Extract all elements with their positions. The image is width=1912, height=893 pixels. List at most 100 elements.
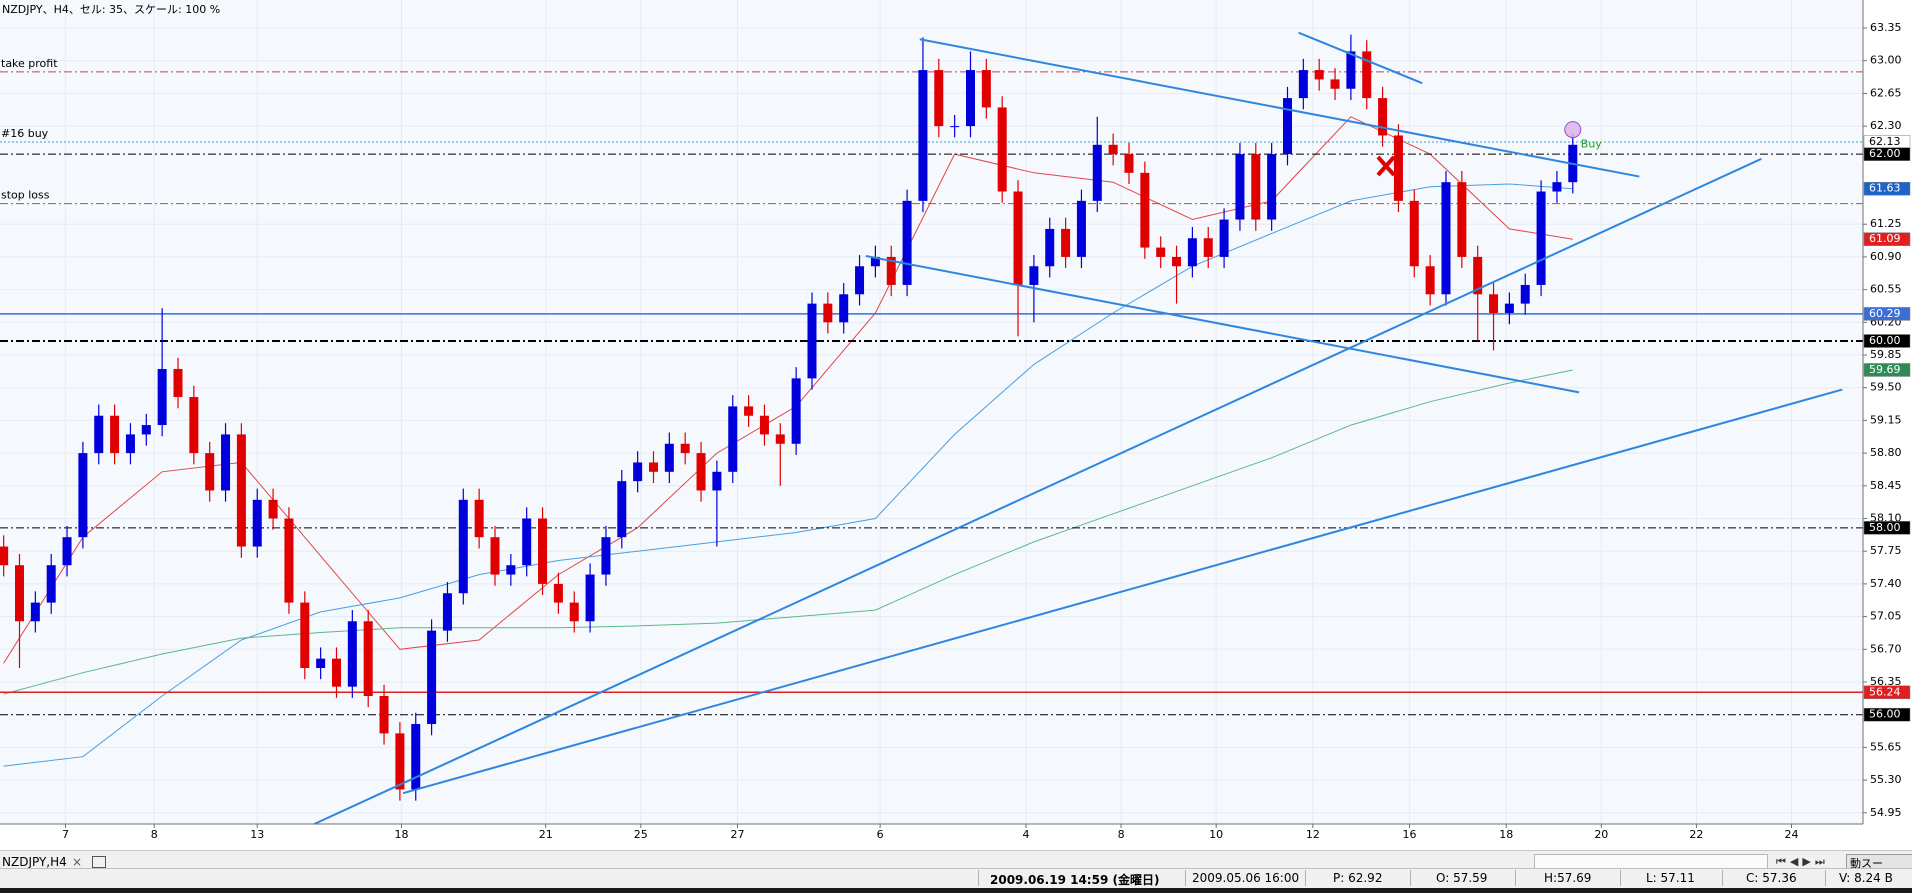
candle-body — [221, 434, 231, 491]
trendline — [865, 254, 1580, 394]
status-price: P: 62.92 — [1333, 871, 1383, 885]
candle-body — [759, 415, 769, 435]
x-tick-label: 13 — [250, 828, 264, 841]
candle-body — [1536, 191, 1546, 285]
autoscroll-button[interactable]: 動スー — [1846, 854, 1912, 871]
x-tick-label: 18 — [1499, 828, 1513, 841]
candle-body — [965, 70, 975, 127]
moving-average — [3, 183, 1573, 767]
candle-body — [918, 70, 928, 201]
close-marker — [1376, 155, 1396, 177]
x-tick-label: 7 — [62, 828, 69, 841]
chart: take profit #16 buy stop loss Buy NZDJPY、H4… — [0, 0, 1912, 850]
y-tick-label: 61.25 — [1870, 217, 1902, 230]
x-tick-label: 22 — [1689, 828, 1703, 841]
candle-body — [1298, 70, 1308, 99]
price-marker — [1863, 707, 1911, 722]
candle-body — [252, 499, 262, 547]
candle-body — [0, 546, 9, 566]
tab-icon[interactable] — [92, 856, 106, 868]
price-marker-label: 60.29 — [1869, 307, 1901, 320]
candle-body — [1187, 238, 1197, 267]
price-marker-label: 56.24 — [1869, 685, 1901, 698]
candle-body — [395, 733, 405, 790]
status-cursor-time: 2009.05.06 16:00 — [1192, 871, 1300, 885]
candle-body — [1552, 182, 1562, 192]
candle-body — [411, 724, 421, 790]
candle-body — [934, 70, 944, 127]
price-marker-label: 62.13 — [1869, 135, 1901, 148]
price-marker — [1863, 363, 1911, 377]
level-label: stop loss — [1, 189, 50, 202]
candle-body — [1346, 51, 1356, 89]
candle-body — [1473, 256, 1483, 295]
candle-body — [1520, 284, 1530, 304]
candle-body — [1393, 135, 1403, 201]
nav-buttons[interactable]: ⏮◀▶⏭ — [1776, 855, 1829, 868]
candle-body — [347, 621, 357, 687]
candle-body — [62, 537, 72, 566]
candle-body — [1282, 98, 1292, 155]
candle-body — [633, 462, 643, 482]
candle-body — [1251, 154, 1261, 220]
separator — [1722, 870, 1723, 886]
x-tick-label: 6 — [877, 828, 884, 841]
candle-body — [1140, 172, 1150, 248]
candle-body — [331, 658, 341, 687]
separator — [1410, 870, 1411, 886]
price-marker-label: 60.00 — [1869, 334, 1901, 347]
x-tick-label: 8 — [151, 828, 158, 841]
candle-body — [205, 453, 215, 491]
x-tick-label: 27 — [730, 828, 744, 841]
candle-body — [1124, 154, 1134, 173]
x-tick-label: 24 — [1785, 828, 1799, 841]
candle-body — [1235, 154, 1245, 220]
candle-body — [363, 621, 373, 697]
x-tick-label: 21 — [539, 828, 553, 841]
candle-body — [744, 406, 754, 416]
x-tick-label: 12 — [1306, 828, 1320, 841]
candle-body — [1108, 144, 1118, 155]
candle-body — [46, 565, 56, 603]
y-tick-label: 59.85 — [1870, 348, 1902, 361]
moving-average — [3, 369, 1573, 695]
candle-body — [522, 518, 532, 566]
status-bar: 2009.06.19 14:59 (金曜日) 2009.05.06 16:00 … — [0, 868, 1912, 888]
candle-body — [981, 70, 991, 108]
y-tick-label: 54.95 — [1870, 806, 1902, 819]
candle-body — [712, 471, 722, 491]
candle-body — [1203, 238, 1213, 257]
trendline — [313, 157, 1762, 825]
candle-body — [791, 378, 801, 444]
candle-body — [1061, 228, 1071, 257]
candle-body — [680, 443, 690, 454]
candle-body — [648, 462, 658, 472]
trendline — [919, 38, 1640, 178]
status-time: 2009.06.19 14:59 (金曜日) — [990, 873, 1160, 887]
y-tick-label: 62.65 — [1870, 86, 1902, 99]
level-label: #16 buy — [1, 127, 49, 140]
price-marker-label: 56.00 — [1869, 708, 1901, 721]
candle-body — [1457, 182, 1467, 257]
candle-body — [664, 443, 674, 472]
candle-body — [458, 499, 468, 594]
candle-body — [839, 294, 849, 323]
plot-area — [0, 0, 1863, 824]
tab-close[interactable]: × — [72, 855, 83, 869]
candle-body — [1489, 294, 1499, 313]
price-marker — [1863, 181, 1911, 196]
candle-body — [1504, 303, 1514, 313]
candle-body — [902, 200, 912, 285]
chart-tab[interactable]: NZDJPY,H4 — [2, 855, 67, 869]
candle-body — [886, 256, 896, 285]
candle-body — [1378, 98, 1388, 136]
candle-body — [1314, 70, 1324, 80]
buy-label: Buy — [1581, 138, 1603, 151]
x-tick-label: 4 — [1022, 828, 1029, 841]
price-marker — [1863, 232, 1911, 246]
candle-body — [1362, 51, 1372, 99]
x-tick-label: 25 — [634, 828, 648, 841]
candle-body — [696, 453, 706, 491]
candle-body — [950, 126, 960, 128]
